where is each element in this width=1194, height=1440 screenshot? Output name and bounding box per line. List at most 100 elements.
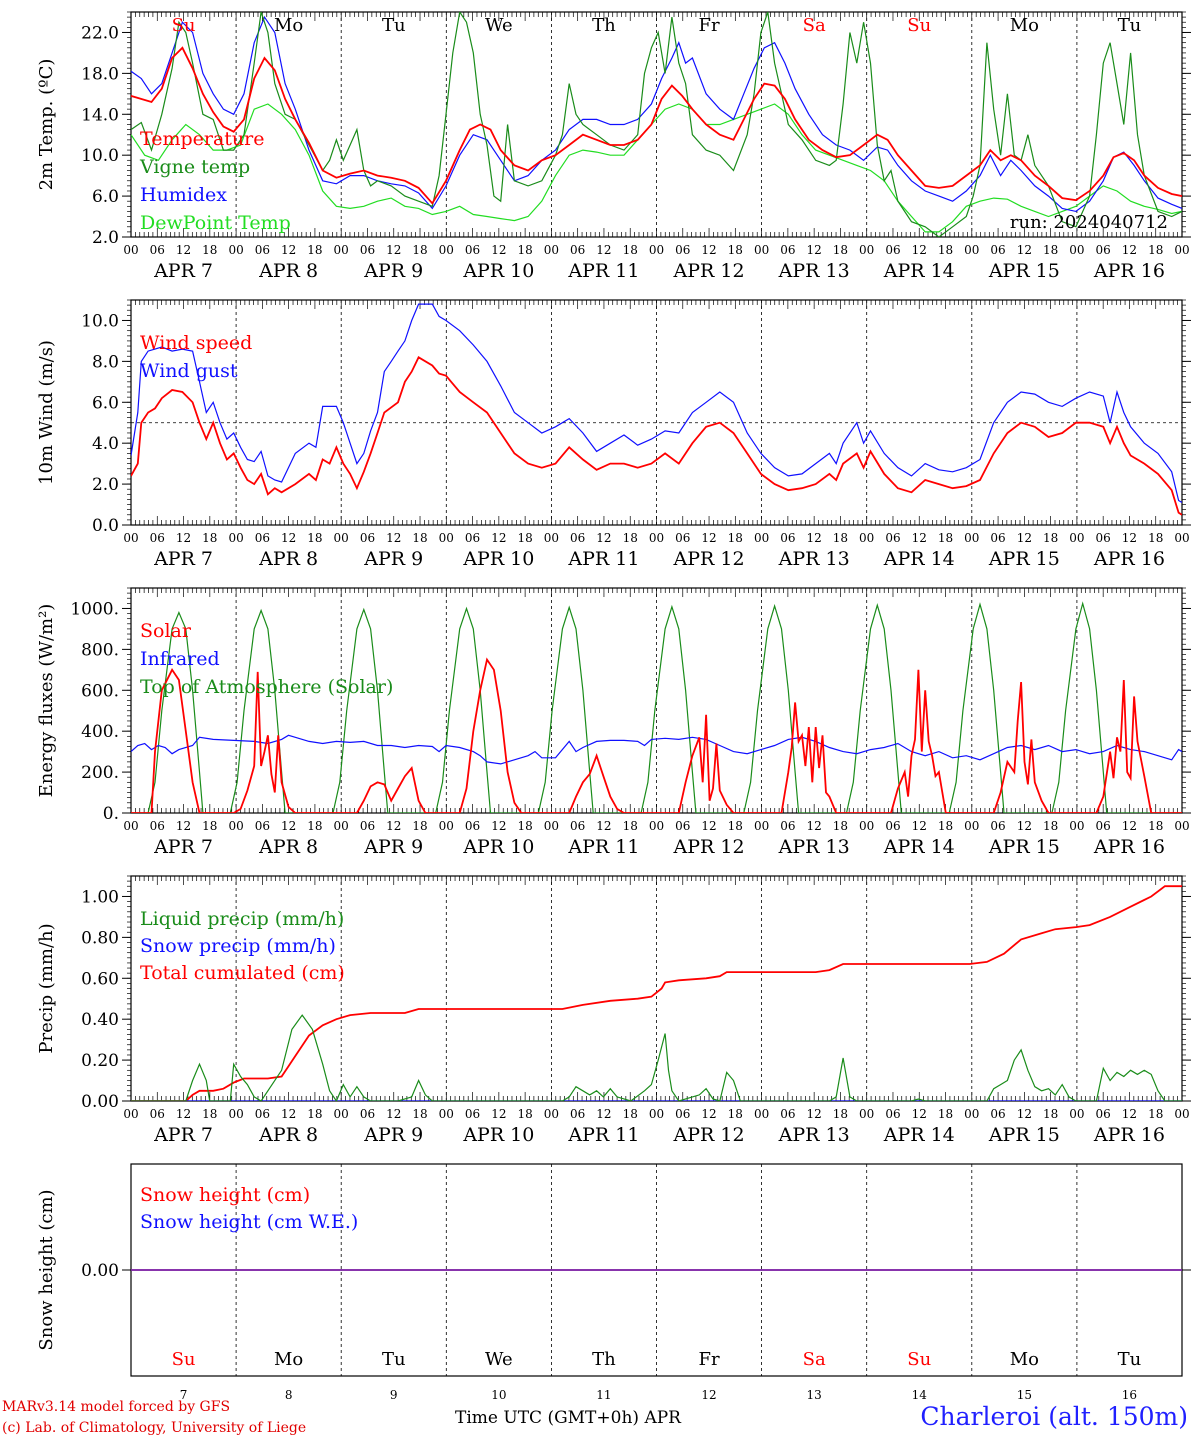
hour-tick-label: 00: [964, 243, 979, 257]
hour-tick-label: 12: [912, 1107, 927, 1121]
hour-tick-label: 12: [701, 531, 716, 545]
hour-tick-label: 00: [754, 1107, 769, 1121]
hour-tick-label: 06: [780, 1107, 795, 1121]
hour-tick-label: 18: [1043, 819, 1058, 833]
y-tick-label: 14.0: [81, 105, 119, 125]
hour-tick-label: 00: [1069, 531, 1084, 545]
hour-tick-label: 18: [833, 531, 848, 545]
hour-tick-label: 18: [728, 531, 743, 545]
date-label: APR 15: [988, 1124, 1060, 1146]
hour-tick-label: 18: [202, 531, 217, 545]
hour-tick-label: 06: [780, 243, 795, 257]
hour-tick-label: 06: [990, 819, 1005, 833]
hour-tick-label: 00: [334, 243, 349, 257]
y-axis-label: Precip (mm/h): [36, 923, 57, 1053]
y-tick-label: 0.60: [81, 969, 119, 989]
y-tick-label: 0.: [103, 804, 119, 824]
hour-tick-label: 06: [255, 819, 270, 833]
hour-tick-label: 18: [1148, 1107, 1163, 1121]
date-label: APR 11: [567, 1124, 639, 1146]
weekday-label: Tu: [382, 1349, 406, 1370]
y-axis-label: Snow height (cm): [36, 1189, 57, 1350]
hour-tick-label: 18: [307, 243, 322, 257]
hour-tick-label: 12: [596, 531, 611, 545]
hour-tick-label: 06: [570, 243, 585, 257]
date-label: APR 16: [1093, 260, 1165, 282]
hour-tick-label: 12: [281, 819, 296, 833]
hour-tick-label: 00: [1069, 819, 1084, 833]
hour-tick-label: 12: [386, 243, 401, 257]
hour-tick-label: 06: [675, 243, 690, 257]
legend-entry: Snow height (cm W.E.): [140, 1211, 358, 1233]
hour-tick-label: 06: [1096, 531, 1111, 545]
y-tick-label: 1000.: [70, 599, 119, 619]
hour-tick-label: 00: [1069, 1107, 1084, 1121]
hour-tick-label: 12: [701, 243, 716, 257]
weekday-label: Th: [592, 1349, 616, 1370]
hour-tick-label: 06: [885, 1107, 900, 1121]
date-label: APR 10: [462, 1124, 534, 1146]
hour-tick-label: 06: [570, 531, 585, 545]
date-label: APR 7: [153, 548, 213, 570]
weekday-label: Su: [907, 1349, 931, 1370]
day-number-label: 16: [1122, 1388, 1137, 1402]
weekday-label: Fr: [699, 15, 720, 36]
y-tick-label: 600.: [81, 681, 119, 701]
hour-tick-label: 06: [570, 1107, 585, 1121]
y-tick-label: 22.0: [81, 23, 119, 43]
weekday-label: Tu: [1118, 15, 1142, 36]
hour-tick-label: 18: [1043, 243, 1058, 257]
hour-tick-label: 00: [544, 531, 559, 545]
y-tick-label: 0.80: [81, 928, 119, 948]
date-label: APR 10: [462, 548, 534, 570]
series-line: [131, 601, 1182, 813]
hour-tick-label: 00: [649, 531, 664, 545]
date-label: APR 16: [1093, 836, 1165, 858]
hour-tick-label: 06: [675, 1107, 690, 1121]
hour-tick-label: 12: [1017, 243, 1032, 257]
y-tick-label: 0.20: [81, 1051, 119, 1071]
series-line: [131, 12, 1182, 237]
hour-tick-label: 18: [623, 243, 638, 257]
hour-tick-label: 06: [1096, 819, 1111, 833]
hour-tick-label: 12: [807, 243, 822, 257]
y-tick-label: 10.0: [81, 311, 119, 331]
hour-tick-label: 00: [964, 819, 979, 833]
hour-tick-label: 12: [491, 243, 506, 257]
series-line: [131, 46, 1182, 205]
hour-tick-label: 00: [754, 531, 769, 545]
y-tick-label: 800.: [81, 640, 119, 660]
hour-tick-label: 12: [386, 819, 401, 833]
date-label: APR 16: [1093, 1124, 1165, 1146]
legend-entry: Humidex: [140, 184, 227, 206]
y-tick-label: 400.: [81, 722, 119, 742]
hour-tick-label: 12: [176, 531, 191, 545]
hour-tick-label: 06: [885, 819, 900, 833]
hour-tick-label: 06: [990, 1107, 1005, 1121]
hour-tick-label: 06: [780, 531, 795, 545]
hour-tick-label: 12: [1017, 819, 1032, 833]
y-tick-label: 1.00: [81, 887, 119, 907]
hour-tick-label: 18: [517, 1107, 532, 1121]
hour-tick-label: 18: [307, 1107, 322, 1121]
hour-tick-label: 06: [780, 819, 795, 833]
hour-tick-label: 06: [255, 531, 270, 545]
date-label: APR 11: [567, 836, 639, 858]
weekday-label: Mo: [274, 15, 303, 36]
legend-entry: Wind speed: [140, 332, 252, 354]
hour-tick-label: 00: [544, 819, 559, 833]
y-tick-label: 200.: [81, 763, 119, 783]
hour-tick-label: 18: [412, 819, 427, 833]
hour-tick-label: 06: [150, 531, 165, 545]
hour-tick-label: 00: [228, 1107, 243, 1121]
hour-tick-label: 12: [176, 1107, 191, 1121]
day-number-label: 7: [180, 1388, 188, 1402]
hour-tick-label: 18: [728, 819, 743, 833]
hour-tick-label: 00: [964, 1107, 979, 1121]
hour-tick-label: 12: [491, 1107, 506, 1121]
y-tick-label: 2.0: [92, 228, 119, 248]
day-number-label: 10: [491, 1388, 506, 1402]
date-label: APR 13: [778, 548, 850, 570]
hour-tick-label: 06: [990, 243, 1005, 257]
